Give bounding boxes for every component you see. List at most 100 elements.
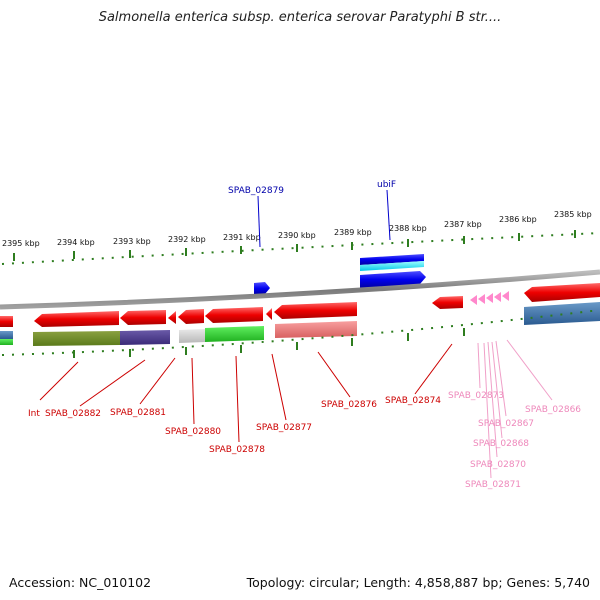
gene-arrow-spab-02879[interactable] — [254, 282, 270, 295]
bottom-tick-ruler — [1, 309, 600, 358]
label-leader-line — [235, 355, 240, 443]
label-leader-line — [139, 357, 176, 405]
major-tick — [574, 230, 576, 238]
major-tick — [463, 328, 465, 336]
gene-label-spab-02867[interactable]: SPAB_02867 — [478, 419, 534, 429]
major-tick — [13, 253, 15, 261]
top-gene-labels: SPAB_02879 ubiF — [228, 180, 396, 248]
gene-label-int[interactable]: Int — [28, 409, 40, 419]
pink-leader-lines — [477, 339, 553, 479]
gene-arrow-pink[interactable] — [470, 295, 477, 305]
gene-label-spab-02878[interactable]: SPAB_02878 — [209, 445, 265, 455]
page-title: Salmonella enterica subsp. enterica sero… — [98, 10, 502, 25]
scale-label: 2392 kbp — [168, 235, 206, 244]
feature-block-salmon[interactable] — [275, 321, 357, 338]
feature-block[interactable] — [0, 339, 13, 345]
red-leader-lines — [39, 343, 453, 443]
gene-arrow-int[interactable] — [0, 316, 13, 327]
label-leader-line — [487, 341, 498, 458]
gene-label-spab-02876[interactable]: SPAB_02876 — [321, 400, 377, 410]
label-leader-line — [257, 195, 261, 248]
scale-label: 2388 kbp — [389, 224, 427, 233]
gene-arrow-pink[interactable] — [502, 291, 509, 301]
gene-arrow-spab-02874[interactable] — [432, 296, 463, 309]
pink-gene-labels: SPAB_02873 SPAB_02866 SPAB_02867 SPAB_02… — [448, 391, 581, 490]
label-leader-line — [317, 351, 351, 398]
major-tick — [407, 333, 409, 341]
major-tick — [129, 250, 131, 258]
major-tick — [407, 239, 409, 247]
scale-label: 2390 kbp — [278, 231, 316, 240]
gene-arrow-spab-02882[interactable] — [34, 311, 119, 327]
genome-summary-text: Topology: circular; Length: 4,858,887 bp… — [246, 575, 590, 590]
gene-label-spab-02866[interactable]: SPAB_02866 — [525, 405, 581, 415]
scale-label: 2391 kbp — [223, 233, 261, 242]
gene-arrow-pink[interactable] — [486, 293, 493, 303]
gene-label-spab-02868[interactable]: SPAB_02868 — [473, 439, 529, 449]
gene-label-spab-02879[interactable]: SPAB_02879 — [228, 186, 284, 196]
label-leader-line — [191, 357, 195, 425]
gene-label-spab-02871[interactable]: SPAB_02871 — [465, 480, 521, 490]
major-tick — [518, 233, 520, 241]
gene-arrow-spab-02876[interactable] — [274, 302, 357, 319]
genome-backbone — [0, 269, 600, 310]
gene-arrow-spab-02880[interactable] — [178, 309, 204, 324]
major-tick — [296, 244, 298, 252]
gene-arrow-spab-02866[interactable] — [524, 283, 600, 302]
major-tick — [351, 242, 353, 250]
major-tick — [185, 248, 187, 256]
major-tick — [240, 345, 242, 353]
accession-text: Accession: NC_010102 — [9, 575, 152, 590]
scale-label: 2394 kbp — [57, 238, 95, 247]
label-leader-line — [483, 342, 492, 479]
scale-labels: 2395 kbp 2394 kbp 2393 kbp 2392 kbp 2391… — [2, 210, 592, 248]
feature-block-gray[interactable] — [179, 329, 205, 343]
upper-strand-features — [254, 254, 426, 295]
major-tick — [185, 347, 187, 355]
label-leader-line — [271, 353, 287, 421]
major-tick — [129, 349, 131, 357]
feature-block[interactable] — [0, 331, 13, 339]
gene-arrow-spab-02881[interactable] — [120, 310, 166, 325]
label-leader-line — [506, 339, 553, 401]
gene-arrow-ubif[interactable] — [360, 271, 426, 288]
gene-label-spab-02873[interactable]: SPAB_02873 — [448, 391, 504, 401]
feature-block-green[interactable] — [205, 326, 264, 342]
major-tick — [73, 350, 75, 358]
label-leader-line — [386, 189, 391, 241]
gene-label-spab-02880[interactable]: SPAB_02880 — [165, 427, 221, 437]
feature-block-purple[interactable] — [120, 330, 170, 345]
label-leader-line — [491, 341, 503, 439]
gene-arrow-spab-02878[interactable] — [205, 307, 263, 323]
gene-label-spab-02881[interactable]: SPAB_02881 — [110, 408, 166, 418]
major-tick — [351, 338, 353, 346]
lower-strand-blocks — [0, 302, 600, 346]
top-tick-ruler — [1, 230, 600, 265]
red-gene-labels: Int SPAB_02882 SPAB_02881 SPAB_02880 SPA… — [28, 396, 441, 455]
label-leader-line — [79, 359, 146, 407]
scale-label: 2393 kbp — [113, 237, 151, 246]
scale-label: 2387 kbp — [444, 220, 482, 229]
gene-arrow-pink[interactable] — [494, 292, 501, 302]
feature-block-olive[interactable] — [33, 331, 120, 346]
scale-label: 2395 kbp — [2, 239, 40, 248]
gene-arrow-spab-02877[interactable] — [266, 308, 272, 320]
major-tick — [73, 251, 75, 259]
gene-label-spab-02870[interactable]: SPAB_02870 — [470, 460, 526, 470]
gene-label-spab-02874[interactable]: SPAB_02874 — [385, 396, 441, 406]
gene-label-spab-02882[interactable]: SPAB_02882 — [45, 409, 101, 419]
gene-arrow-pink[interactable] — [478, 294, 485, 304]
scale-label: 2385 kbp — [554, 210, 592, 219]
gene-label-ubif[interactable]: ubiF — [377, 180, 396, 190]
major-tick — [463, 236, 465, 244]
major-tick — [296, 342, 298, 350]
label-leader-line — [495, 340, 507, 417]
label-leader-line — [477, 342, 481, 389]
scale-label: 2389 kbp — [334, 228, 372, 237]
gene-arrow-small[interactable] — [168, 311, 176, 324]
gene-feature-blue[interactable] — [360, 254, 424, 265]
gene-label-spab-02877[interactable]: SPAB_02877 — [256, 423, 312, 433]
gene-feature-cyan[interactable] — [360, 261, 424, 271]
